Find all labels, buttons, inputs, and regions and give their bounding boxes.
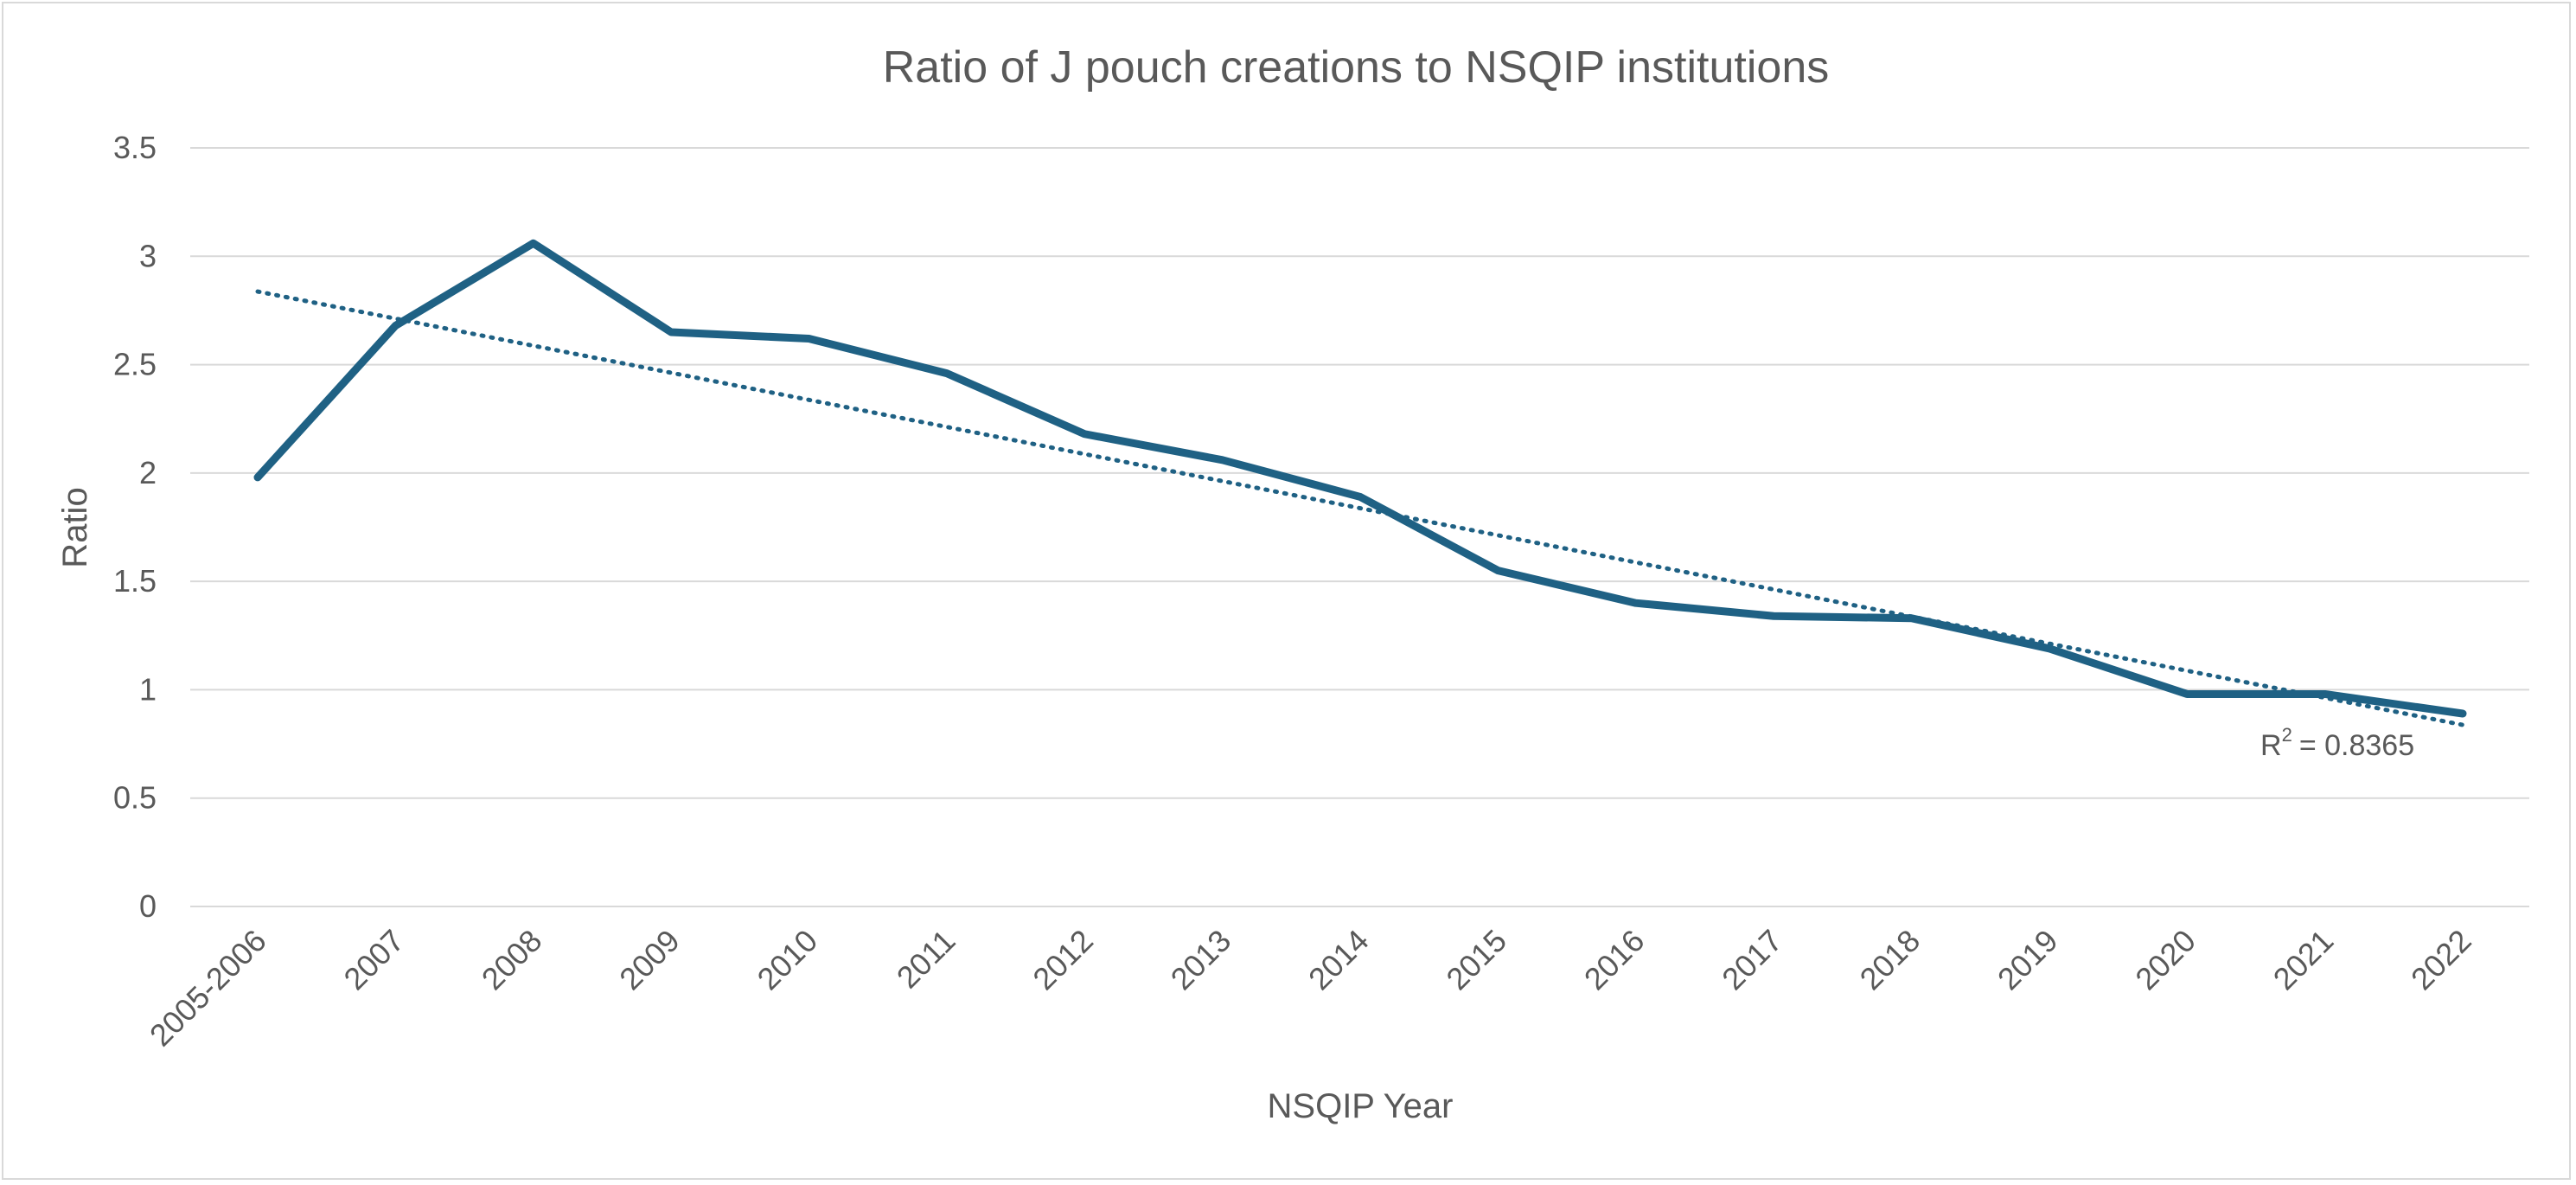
data-point <box>394 324 396 326</box>
r-squared-superscript: 2 <box>2282 724 2292 746</box>
data-point <box>2462 713 2464 714</box>
trendline <box>255 289 2465 727</box>
x-tick-label: 2012 <box>1026 923 1100 997</box>
x-tick-label: 2018 <box>1853 923 1927 997</box>
x-tick-label: 2008 <box>475 923 549 997</box>
data-point <box>1359 496 1361 497</box>
gridlines <box>190 147 2529 907</box>
x-tick-label: 2007 <box>336 923 411 997</box>
y-tick-label: 3 <box>139 238 157 273</box>
y-axis-title: Ratio <box>56 487 94 567</box>
data-point <box>809 338 810 340</box>
data-point <box>257 477 259 478</box>
data-point <box>1911 618 1913 619</box>
x-tick-label: 2011 <box>890 923 962 996</box>
r-squared-prefix: R <box>2260 729 2282 762</box>
y-tick-label: 0 <box>139 888 157 924</box>
x-axis-tick-labels: 2005-2006 2007 2008 2009 2010 2011 2012 2013 201… <box>143 923 2478 1054</box>
y-tick-label: 1.5 <box>113 563 157 599</box>
x-tick-label: 2022 <box>2404 923 2478 997</box>
x-tick-label: 2010 <box>751 923 825 997</box>
data-point <box>1497 570 1499 572</box>
y-tick-label: 2.5 <box>113 347 157 382</box>
data-point <box>2186 693 2188 695</box>
y-axis-tick-labels: 0 0.5 1 1.5 2 2.5 3 3.5 <box>113 130 157 924</box>
x-tick-label: 2020 <box>2128 923 2202 997</box>
chart-title: Ratio of J pouch creations to NSQIP inst… <box>883 42 1830 93</box>
data-point <box>2049 648 2050 650</box>
data-point <box>1222 459 1224 461</box>
x-tick-label: 2015 <box>1439 923 1513 997</box>
x-tick-label: 2009 <box>612 923 687 997</box>
data-point <box>946 373 948 375</box>
r-squared-annotation: R2 = 0.8365 <box>2260 724 2414 762</box>
data-point <box>1635 602 1637 604</box>
x-tick-label: 2019 <box>1991 923 2065 997</box>
y-tick-label: 3.5 <box>113 130 157 165</box>
data-point <box>1083 433 1085 435</box>
y-tick-label: 2 <box>139 455 157 490</box>
x-tick-label: 2014 <box>1301 923 1376 997</box>
data-point <box>2324 693 2326 695</box>
x-tick-label: 2005-2006 <box>143 923 273 1054</box>
r-squared-value: = 0.8365 <box>2299 729 2414 762</box>
x-tick-label: 2016 <box>1577 923 1652 997</box>
y-tick-label: 0.5 <box>113 780 157 816</box>
series-lines <box>253 239 2467 718</box>
ratio-series-line <box>253 239 2467 718</box>
x-tick-label: 2021 <box>2266 923 2341 997</box>
linear-trendline <box>255 289 2465 727</box>
data-point <box>533 242 534 244</box>
x-axis-title: NSQIP Year <box>1268 1087 1454 1125</box>
y-tick-label: 1 <box>139 671 157 707</box>
data-point <box>670 331 672 333</box>
data-point <box>1773 615 1774 617</box>
x-tick-label: 2013 <box>1164 923 1238 997</box>
x-tick-label: 2017 <box>1715 923 1789 997</box>
